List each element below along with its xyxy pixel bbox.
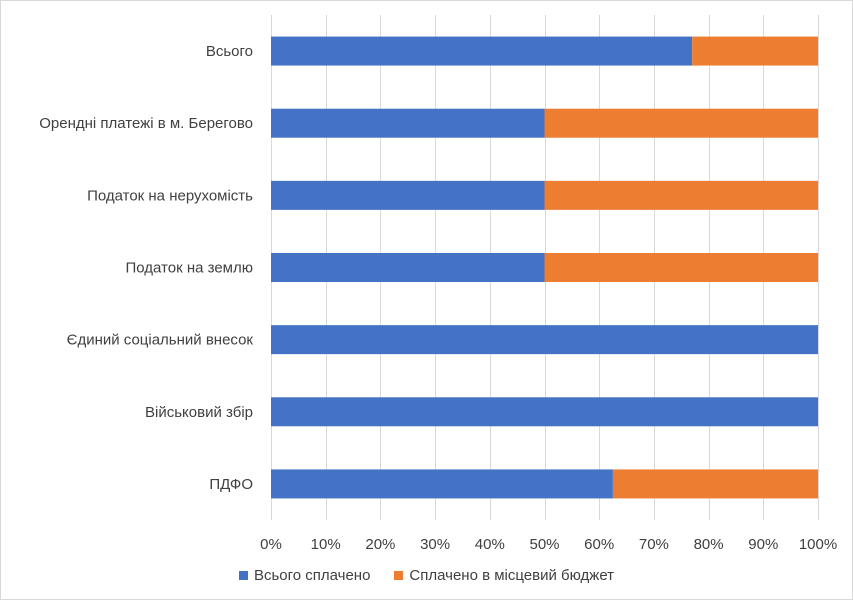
- bar-segment-local-budget: [544, 108, 818, 138]
- category-label: ПДФО: [209, 476, 253, 493]
- legend: Всього сплачено Сплачено в місцевий бюдж…: [1, 567, 852, 584]
- x-tick-label: 40%: [475, 536, 505, 553]
- bar-segment-local-budget: [692, 36, 818, 66]
- bar-segment-total-paid: [271, 253, 545, 282]
- category-label: Всього: [206, 43, 253, 60]
- x-tick-label: 80%: [694, 536, 724, 553]
- bar-segment-local-budget: [612, 469, 818, 499]
- legend-label: Сплачено в місцевий бюджет: [409, 567, 615, 584]
- bar-segment-total-paid: [271, 397, 818, 427]
- category-labels: Всього Орендні платежі в м. Берегово Подат…: [39, 43, 253, 493]
- x-tick-label: 20%: [365, 536, 395, 553]
- category-label: Податок на землю: [126, 260, 254, 277]
- legend-swatch-icon: [238, 571, 248, 580]
- bar-segment-total-paid: [271, 108, 545, 138]
- x-tick-labels: 0% 10% 20% 30% 40% 50% 60% 70% 80% 90% 100%: [260, 536, 837, 553]
- x-tick-label: 90%: [748, 536, 778, 553]
- legend-item: Всього сплачено: [238, 567, 371, 584]
- x-tick-label: 50%: [529, 536, 559, 553]
- bar-segment-total-paid: [271, 180, 545, 210]
- x-tick-label: 100%: [799, 536, 837, 553]
- bar-segment-total-paid: [271, 325, 818, 355]
- x-tick-label: 70%: [639, 536, 669, 553]
- x-tick-label: 30%: [420, 536, 450, 553]
- category-label: Податок на нерухомість: [87, 187, 253, 204]
- x-tick-label: 0%: [260, 536, 282, 553]
- bar-segment-total-paid: [271, 36, 693, 66]
- x-tick-label: 60%: [584, 536, 614, 553]
- legend-label: Всього сплачено: [253, 567, 371, 584]
- legend-item: Сплачено в місцевий бюджет: [394, 567, 614, 584]
- x-tick-label: 10%: [311, 536, 341, 553]
- bar-segment-total-paid: [271, 469, 613, 499]
- bar-segment-local-budget: [544, 253, 818, 282]
- legend-swatch-icon: [394, 571, 404, 580]
- bar-segment-local-budget: [544, 180, 818, 210]
- category-label: Військовий збір: [145, 404, 253, 421]
- bars: [271, 36, 818, 499]
- category-label: Єдиний соціальний внесок: [67, 332, 254, 349]
- category-label: Орендні платежі в м. Берегово: [39, 115, 253, 132]
